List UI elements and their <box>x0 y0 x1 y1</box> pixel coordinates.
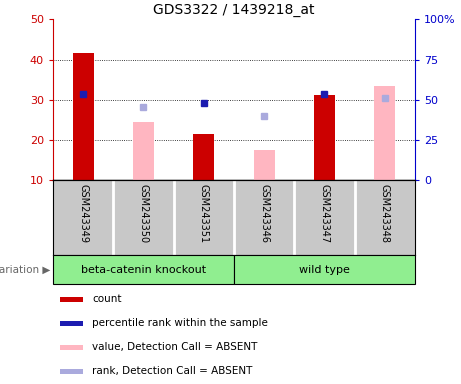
Text: rank, Detection Call = ABSENT: rank, Detection Call = ABSENT <box>92 366 253 376</box>
Bar <box>234 255 415 284</box>
Text: GSM243346: GSM243346 <box>259 184 269 243</box>
Bar <box>60 344 83 349</box>
Bar <box>53 255 234 284</box>
Text: count: count <box>92 294 122 304</box>
Text: GSM243351: GSM243351 <box>199 184 209 243</box>
Bar <box>60 369 83 374</box>
Text: value, Detection Call = ABSENT: value, Detection Call = ABSENT <box>92 342 258 352</box>
Title: GDS3322 / 1439218_at: GDS3322 / 1439218_at <box>153 3 315 17</box>
Text: wild type: wild type <box>299 265 350 275</box>
Text: GSM243349: GSM243349 <box>78 184 88 243</box>
Bar <box>254 150 275 180</box>
Bar <box>374 86 395 180</box>
Text: GSM243348: GSM243348 <box>380 184 390 243</box>
Bar <box>193 134 214 180</box>
Text: GSM243350: GSM243350 <box>138 184 148 243</box>
Text: beta-catenin knockout: beta-catenin knockout <box>81 265 206 275</box>
Bar <box>60 321 83 326</box>
Bar <box>133 122 154 180</box>
Bar <box>73 53 94 180</box>
Text: percentile rank within the sample: percentile rank within the sample <box>92 318 268 328</box>
Bar <box>60 296 83 302</box>
Text: GSM243347: GSM243347 <box>319 184 330 243</box>
Text: genotype/variation ▶: genotype/variation ▶ <box>0 265 50 275</box>
Bar <box>314 95 335 180</box>
